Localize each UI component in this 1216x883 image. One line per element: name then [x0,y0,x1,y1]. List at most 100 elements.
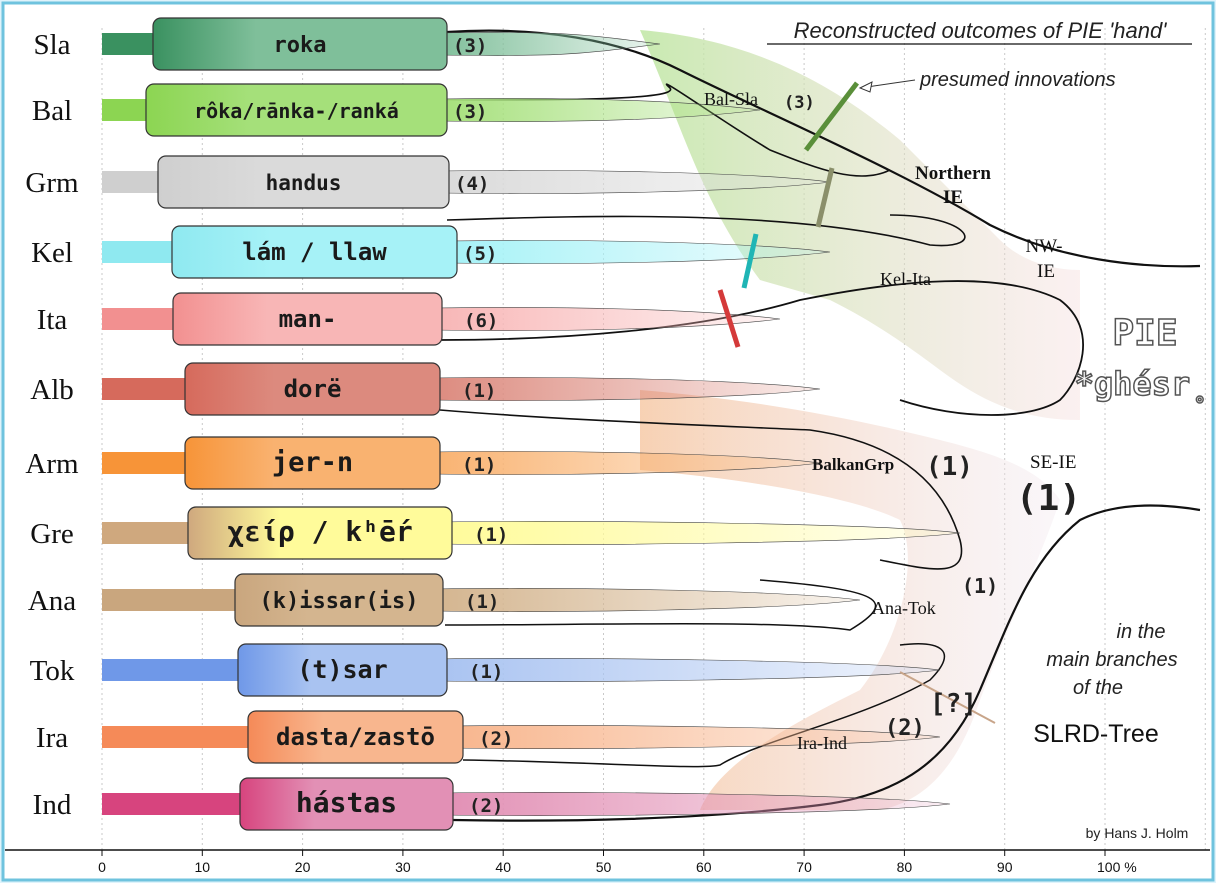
word-box [145,83,448,137]
branch-code: Kel [31,237,73,269]
subtitle-line4: SLRD-Tree [1033,720,1159,748]
branch-count: (6) [464,310,498,332]
branch-row-ira: Ira dasta/zastō (2) [36,710,513,764]
reflex-word: rôka/rānka-/ranká [194,99,399,123]
subtitle-line2: main branches [1046,649,1177,671]
branch-code: Tok [30,655,75,687]
axis-tick-label: 90 [997,859,1013,875]
word-box [237,643,448,697]
reflex-word: handus [266,171,342,195]
node-northern: Northern [915,163,991,184]
branch-code: Arm [25,448,79,480]
root-label: PIE [1112,313,1177,354]
branch-row-sla: Sla roka (3) [33,17,487,71]
branch-count: (1) [474,524,508,546]
axis-tick-label: 10 [195,859,211,875]
node-bal-sla-count: (3) [784,93,815,113]
branch-tube [436,32,661,56]
branch-row-alb: Alb dorë (1) [30,362,496,416]
reflex-word: man- [279,305,337,333]
branch-stub [102,793,246,815]
branch-row-gre: Gre χείρ / kʰḗr (1) [30,506,508,560]
branch-count: (3) [453,101,487,123]
node-se-ie: SE-IE [1030,452,1076,473]
reflex-word: χείρ / kʰḗr [227,515,412,548]
innovation-mark-kel [741,233,759,289]
branch-stub [102,378,191,400]
word-box [171,225,458,279]
branch-stub [102,33,159,55]
branch-tube [431,307,781,331]
branch-code: Ind [33,789,72,821]
axis-tick-label: 60 [696,859,712,875]
axis-tick-label: 0 [98,859,106,875]
branch-count: (2) [469,795,503,817]
reflex-word: hástas [296,786,397,819]
branch-stub [102,171,164,193]
axis-tick-label: 70 [796,859,812,875]
branch-row-arm: Arm jer-n (1) [25,436,496,490]
branch-tube [429,377,821,401]
reflex-word: (k)issar(is) [260,589,419,614]
branch-row-tok: Tok (t)sar (1) [30,643,503,697]
branch-count: (1) [469,661,503,683]
branch-tube [429,451,821,475]
axis-tick-label: 30 [395,859,411,875]
branch-count: (1) [462,380,496,402]
branch-rows: Sla roka (3) Bal rôka/rānka-/ranká (3) Grm hand… [25,17,513,831]
reflex-word: dorë [284,375,342,403]
branch-tube [446,240,831,264]
innovations-label: presumed innovations [919,69,1116,91]
arrowhead-icon [858,81,873,93]
branch-count: (4) [455,173,489,195]
outline-grm [446,214,966,247]
branch-stub [102,308,179,330]
innovation-mark-grm [815,167,835,228]
branch-code: Alb [30,374,74,406]
node-bal-sla: Bal-Sla [704,89,758,109]
author-credit: by Hans J. Holm [1086,825,1189,841]
branch-stub [102,241,178,263]
branch-row-grm: Grm handus (4) [25,155,489,209]
branch-tube [441,521,961,545]
branch-stub [102,589,241,611]
node-ana-tok: Ana-Tok [872,598,936,618]
reflex-word: roka [274,33,327,58]
branch-count: (1) [465,591,499,613]
branch-row-ind: Ind hástas (2) [33,777,503,831]
branch-code: Grm [25,167,79,199]
outline-balkan [439,409,963,570]
branch-code: Gre [30,518,73,550]
innovation-mark-bal-sla [804,81,859,152]
branch-row-ana: Ana (k)issar(is) (1) [28,573,499,627]
reflex-word: (t)sar [297,655,387,684]
branch-count: (2) [479,728,513,750]
word-box [157,155,450,209]
branch-code: Ana [28,585,76,617]
word-box [184,362,441,416]
northern-confluence [640,30,1080,420]
node-northern-ie: IE [943,187,963,208]
subtitle-line3: of the [1073,677,1123,699]
branch-row-bal: Bal rôka/rānka-/ranká (3) [32,83,487,137]
reflex-word: jer-n [272,447,353,478]
southern-confluence [640,390,1060,810]
node-se-ie-count: (1) [1016,478,1081,519]
branch-stub [102,522,194,544]
word-box [152,17,448,71]
outline-bottom [452,504,1201,822]
branch-stub [102,726,254,748]
innovation-mark-ira-ind [899,671,996,724]
outline-ana-tok [444,579,877,631]
word-box [239,777,454,831]
branch-stub [102,659,244,681]
word-box [234,573,444,627]
reflex-word: lám / llaw [242,238,387,266]
branch-count: (5) [463,243,497,265]
word-box [172,292,443,346]
branch-tubes [429,32,961,816]
branch-tube [442,792,951,816]
branch-code: Sla [33,29,70,61]
axis-tick-label: 50 [596,859,612,875]
